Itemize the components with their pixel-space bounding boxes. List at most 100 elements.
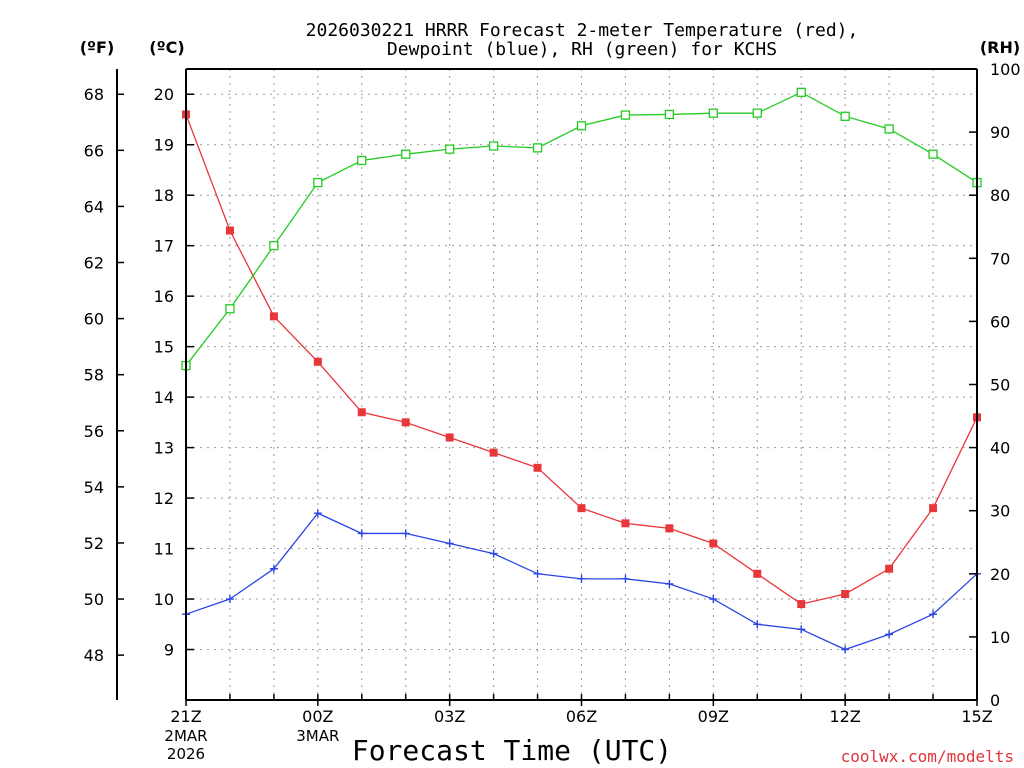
temperature-point xyxy=(797,600,806,609)
dewpoint-point xyxy=(269,564,278,573)
x-tick-label: 09Z xyxy=(698,707,729,726)
celsius-tick-label: 12 xyxy=(154,489,174,508)
rh-point xyxy=(752,108,762,118)
rh-tick-label: 10 xyxy=(990,628,1010,647)
dewpoint-point xyxy=(313,509,322,518)
fahrenheit-tick-label: 58 xyxy=(84,366,104,385)
celsius-tick-label: 14 xyxy=(154,388,174,407)
celsius-tick-label: 9 xyxy=(164,641,174,660)
celsius-tick-label: 15 xyxy=(154,338,174,357)
rh-tick-label: 50 xyxy=(990,376,1010,395)
temperature-point xyxy=(489,448,498,457)
fahrenheit-tick-label: 48 xyxy=(84,646,104,665)
fahrenheit-tick-label: 54 xyxy=(84,478,104,497)
temperature-point xyxy=(577,504,586,513)
temperature-point xyxy=(445,433,454,442)
temperature-point xyxy=(313,357,322,366)
rh-unit-label: (RH) xyxy=(980,38,1020,57)
rh-point xyxy=(576,121,587,131)
rh-point xyxy=(401,149,411,159)
dewpoint-point xyxy=(621,574,630,583)
dewpoint-point xyxy=(665,579,674,588)
rh-point xyxy=(357,155,367,166)
dewpoint-point xyxy=(797,625,806,634)
rh-point xyxy=(840,111,850,121)
dewpoint-point xyxy=(753,620,762,629)
x-tick-label: 03Z xyxy=(434,707,465,726)
temperature-point xyxy=(225,226,234,235)
temperature-point xyxy=(753,569,762,578)
temperature-point xyxy=(841,589,850,598)
celsius-tick-label: 13 xyxy=(154,439,174,458)
x-tick-label: 12Z xyxy=(830,707,861,726)
temperature-point xyxy=(357,408,366,417)
temperature-point xyxy=(401,418,410,427)
fahrenheit-tick-label: 50 xyxy=(84,590,104,609)
rh-tick-label: 0 xyxy=(990,691,1000,710)
celsius-tick-label: 20 xyxy=(154,85,174,104)
celsius-tick-label: 10 xyxy=(154,590,174,609)
fahrenheit-tick-label: 60 xyxy=(84,310,104,329)
chart-title: 2026030221 HRRR Forecast 2-meter Tempera… xyxy=(306,20,859,41)
temperature-point xyxy=(665,524,674,533)
temperature-point xyxy=(929,504,938,513)
x-tick-sublabel: 2MAR xyxy=(164,727,207,745)
dewpoint-point xyxy=(533,569,542,578)
dewpoint-point xyxy=(401,529,410,538)
dewpoint-point xyxy=(445,539,454,548)
rh-point xyxy=(884,124,894,134)
rh-point xyxy=(313,177,323,188)
temperature-point xyxy=(709,539,718,548)
x-tick-label: 21Z xyxy=(170,707,201,726)
temperature-point xyxy=(269,312,278,321)
x-tick-label: 00Z xyxy=(302,707,333,726)
dewpoint-point xyxy=(841,645,850,654)
temperature-point xyxy=(621,519,630,528)
dewpoint-point xyxy=(357,529,366,538)
rh-tick-label: 70 xyxy=(990,249,1010,268)
x-axis-title: Forecast Time (UTC) xyxy=(352,734,672,767)
x-tick-sublabel: 2026 xyxy=(167,745,205,763)
celsius-unit-label: (ºC) xyxy=(149,38,184,57)
temperature-point xyxy=(533,463,542,472)
celsius-tick-label: 19 xyxy=(154,136,174,155)
rh-point xyxy=(532,143,543,153)
rh-tick-label: 100 xyxy=(990,60,1021,79)
celsius-tick-label: 11 xyxy=(154,540,174,559)
rh-point xyxy=(269,241,279,251)
rh-point xyxy=(620,110,631,120)
rh-tick-label: 60 xyxy=(990,312,1010,331)
rh-point xyxy=(928,149,938,159)
rh-point xyxy=(488,141,499,151)
x-tick-sublabel: 3MAR xyxy=(296,727,339,745)
x-tick-label: 15Z xyxy=(961,707,992,726)
chart-subtitle: Dewpoint (blue), RH (green) for KCHS xyxy=(387,39,777,60)
dewpoint-point xyxy=(225,595,234,604)
rh-tick-label: 30 xyxy=(990,502,1010,521)
fahrenheit-tick-label: 68 xyxy=(84,85,104,104)
fahrenheit-tick-label: 64 xyxy=(84,197,104,216)
dewpoint-point xyxy=(929,610,938,619)
rh-point xyxy=(796,87,806,97)
temperature-point xyxy=(885,564,894,573)
rh-tick-label: 20 xyxy=(990,565,1010,584)
x-tick-label: 06Z xyxy=(566,707,597,726)
rh-point xyxy=(225,304,235,314)
dewpoint-point xyxy=(577,574,586,583)
rh-tick-label: 80 xyxy=(990,186,1010,205)
fahrenheit-unit-label: (ºF) xyxy=(80,38,115,57)
dewpoint-point xyxy=(709,595,718,604)
celsius-tick-label: 18 xyxy=(154,186,174,205)
fahrenheit-tick-label: 52 xyxy=(84,534,104,553)
fahrenheit-tick-label: 62 xyxy=(84,254,104,273)
rh-point xyxy=(708,108,718,118)
rh-tick-label: 40 xyxy=(990,439,1010,458)
fahrenheit-tick-label: 66 xyxy=(84,141,104,160)
rh-tick-label: 90 xyxy=(990,123,1010,142)
celsius-tick-label: 16 xyxy=(154,287,174,306)
credit-label: coolwx.com/modelts xyxy=(841,747,1014,766)
rh-point xyxy=(445,144,455,154)
celsius-tick-label: 17 xyxy=(154,237,174,256)
fahrenheit-tick-label: 56 xyxy=(84,422,104,441)
